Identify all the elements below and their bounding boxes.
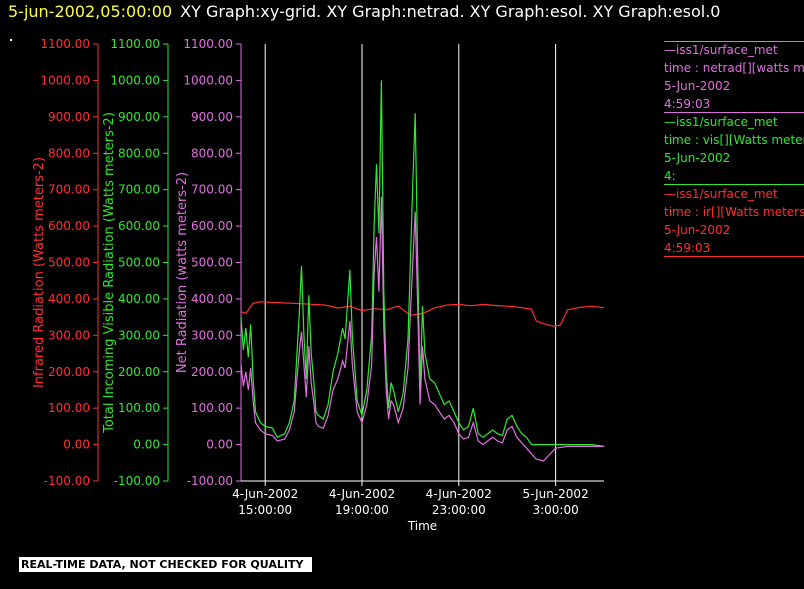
legend-text: —iss1/surface_met bbox=[664, 115, 778, 129]
y-tick-label: 300.00 bbox=[118, 328, 160, 342]
legend-text: time : netrad[][watts meters-2] bbox=[664, 61, 804, 75]
legend-text: time : ir[][Watts meters-2] bbox=[664, 205, 804, 219]
timestamp: 5-jun-2002,05:00:00 bbox=[8, 2, 173, 21]
y-tick-label: -100.00 bbox=[187, 474, 233, 488]
legend-separator bbox=[664, 112, 804, 113]
y-tick-label: 100.00 bbox=[191, 401, 233, 415]
y-tick-label: 500.00 bbox=[118, 256, 160, 270]
y-tick-label: 700.00 bbox=[191, 183, 233, 197]
y-tick-label: 500.00 bbox=[48, 256, 90, 270]
series-line-vis bbox=[240, 80, 605, 447]
y-tick-label: 900.00 bbox=[118, 110, 160, 124]
y-tick-label: 1100.00 bbox=[183, 37, 233, 51]
y-tick-label: 200.00 bbox=[48, 365, 90, 379]
y-tick-label: 300.00 bbox=[48, 328, 90, 342]
x-tick-time: 23:00:00 bbox=[432, 503, 486, 517]
y-tick-label: -100.00 bbox=[44, 474, 90, 488]
legend-text: 5-Jun-2002 bbox=[664, 151, 731, 165]
x-tick-date: 4-Jun-2002 bbox=[232, 487, 298, 501]
y-tick-label: 200.00 bbox=[118, 365, 160, 379]
y-tick-label: 800.00 bbox=[118, 146, 160, 160]
legend-text: 5-Jun-2002 bbox=[664, 223, 731, 237]
y-tick-label: 300.00 bbox=[191, 328, 233, 342]
y-tick-label: 400.00 bbox=[48, 292, 90, 306]
y-tick-label: 0.00 bbox=[206, 438, 233, 452]
y-tick-label: 600.00 bbox=[191, 219, 233, 233]
y-tick-label: 600.00 bbox=[118, 219, 160, 233]
y-tick-label: 600.00 bbox=[48, 219, 90, 233]
y-tick-label: 900.00 bbox=[191, 110, 233, 124]
y-tick-label: 100.00 bbox=[48, 401, 90, 415]
x-tick-date: 4-Jun-2002 bbox=[329, 487, 395, 501]
y-tick-label: 800.00 bbox=[48, 146, 90, 160]
graph-header: 5-jun-2002,05:00:00 XY Graph:xy-grid. XY … bbox=[8, 2, 720, 21]
x-tick-date: 5-Jun-2002 bbox=[522, 487, 588, 501]
legend-text: time : vis[][Watts meters-2] bbox=[664, 133, 804, 147]
y-tick-label: 500.00 bbox=[191, 256, 233, 270]
legend-text: 4:59:03 bbox=[664, 241, 711, 255]
series-line-netrad bbox=[240, 196, 604, 462]
y-tick-label: 0.00 bbox=[133, 438, 160, 452]
y-axis-title: Infrared Radiation (Watts meters-2) bbox=[32, 157, 47, 388]
y-tick-label: 900.00 bbox=[48, 110, 90, 124]
y-tick-label: 700.00 bbox=[118, 183, 160, 197]
graph-title: XY Graph:xy-grid. XY Graph:netrad. XY Gr… bbox=[180, 2, 721, 21]
y-tick-label: 1100.00 bbox=[40, 37, 90, 51]
x-axis-title: Time bbox=[407, 519, 437, 533]
legend-text: 4: bbox=[664, 169, 676, 183]
x-tick-date: 4-Jun-2002 bbox=[426, 487, 492, 501]
y-tick-label: 1100.00 bbox=[110, 37, 160, 51]
x-tick-time: 19:00:00 bbox=[335, 503, 389, 517]
y-tick-label: -100.00 bbox=[114, 474, 160, 488]
legend-separator bbox=[664, 256, 804, 257]
series-line-ir bbox=[240, 301, 605, 327]
y-tick-label: 400.00 bbox=[191, 292, 233, 306]
y-tick-label: 100.00 bbox=[118, 401, 160, 415]
y-axis-title: Net Radiation (watts meters-2) bbox=[175, 172, 190, 373]
y-tick-label: 1000.00 bbox=[110, 73, 160, 87]
x-tick-time: 15:00:00 bbox=[238, 503, 292, 517]
legend-text: 5-Jun-2002 bbox=[664, 79, 731, 93]
y-tick-label: 0.00 bbox=[63, 438, 90, 452]
legend-text: 4:59:03 bbox=[664, 97, 711, 111]
y-tick-label: 200.00 bbox=[191, 365, 233, 379]
y-tick-label: 700.00 bbox=[48, 183, 90, 197]
legend-text: —iss1/surface_met bbox=[664, 43, 778, 57]
y-axis-title: Total Incoming Visible Radiation (Watts … bbox=[102, 112, 117, 434]
x-tick-time: 3:00:00 bbox=[532, 503, 578, 517]
legend-separator bbox=[664, 184, 804, 185]
y-tick-label: 400.00 bbox=[118, 292, 160, 306]
quality-notice: REAL-TIME DATA, NOT CHECKED FOR QUALITY bbox=[19, 557, 312, 572]
y-tick-label: 1000.00 bbox=[183, 73, 233, 87]
legend-separator bbox=[664, 41, 804, 42]
y-tick-label: 1000.00 bbox=[40, 73, 90, 87]
marker-dot bbox=[10, 39, 12, 41]
y-tick-label: 800.00 bbox=[191, 146, 233, 160]
legend-text: —iss1/surface_met bbox=[664, 187, 778, 201]
